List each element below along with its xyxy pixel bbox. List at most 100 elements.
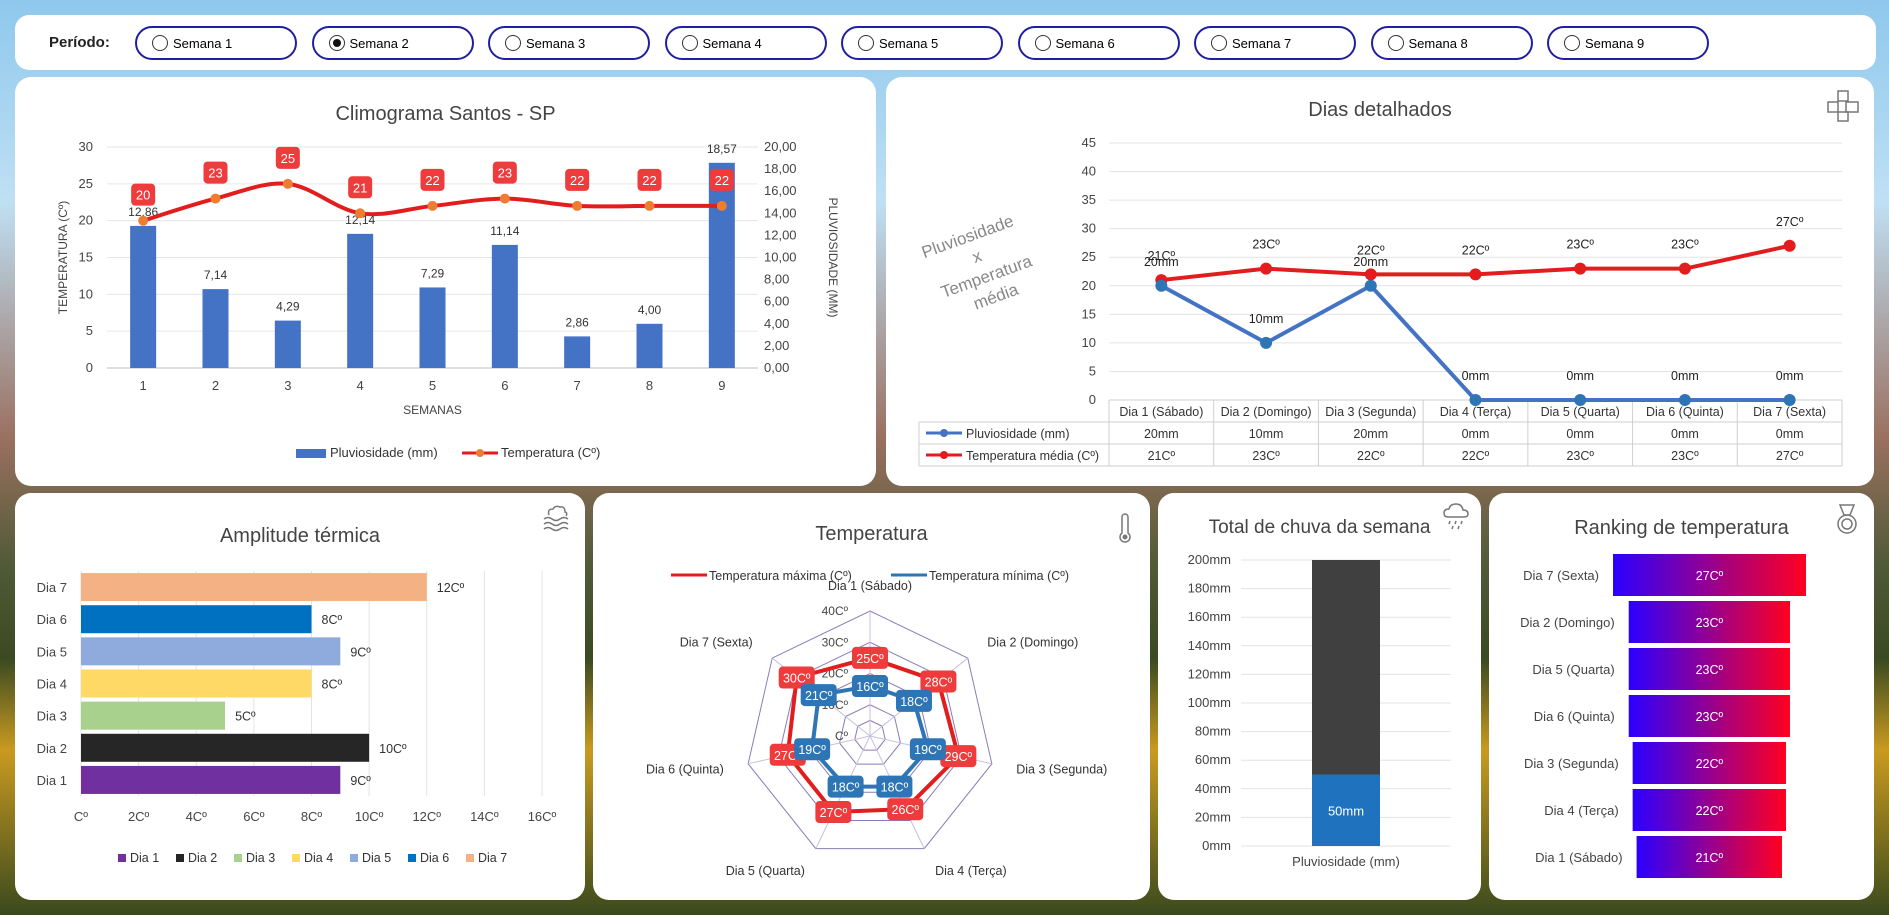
period-selector: Período: Semana 1 Semana 2 Semana 3 Semana … <box>15 15 1876 70</box>
x-tick: 2Cº <box>128 809 150 824</box>
radio-icon[interactable] <box>1211 35 1227 51</box>
x-tick: 2 <box>212 378 219 393</box>
radar-category-label: Dia 7 (Sexta) <box>680 635 753 649</box>
temperatura-label-box <box>637 168 662 191</box>
y-tick: Dia 4 (Terça) <box>1544 803 1618 818</box>
total-chuva-card: Total de chuva da semana 0mm 20mm 40mm 60mm… <box>1158 493 1481 900</box>
y-tick: Dia 3 (Segunda) <box>1524 756 1619 771</box>
period-option-8[interactable]: Semana 8 <box>1370 26 1533 60</box>
period-option-label: Semana 1 <box>173 35 233 51</box>
pluviosidade-data-label: 0mm <box>1462 369 1490 383</box>
period-option-2[interactable]: Semana 2 <box>311 26 474 60</box>
x-tick: 8Cº <box>301 809 323 824</box>
radar-tick: 40Cº <box>822 604 849 618</box>
pluviosidade-bar <box>202 289 229 368</box>
radio-icon[interactable] <box>681 35 698 51</box>
temperatura-label-box <box>492 161 517 184</box>
bar-data-label: 11,14 <box>490 224 519 238</box>
legend-label: Dia 3 <box>246 851 275 865</box>
y-tick: 35 <box>1082 192 1096 207</box>
pluviosidade-data-label: 0mm <box>1671 369 1699 383</box>
side-label-line: x <box>970 246 985 267</box>
bar-data-label: 5Cº <box>235 710 256 724</box>
legend-swatch <box>292 854 300 862</box>
temperatura-data-label: 22Cº <box>1462 243 1490 257</box>
legend-label: Dia 1 <box>130 851 159 865</box>
legend-swatch <box>234 854 242 862</box>
radar-category-label: Dia 1 (Sábado) <box>828 579 912 593</box>
period-option-7[interactable]: Semana 7 <box>1194 26 1356 60</box>
y-axis-title-left: TEMPERATURA (Cº) <box>56 201 70 315</box>
bar-data-label: 18,57 <box>707 142 737 156</box>
radio-icon[interactable] <box>1034 35 1051 51</box>
temperatura-title: Temperatura <box>815 523 928 545</box>
radar-data-label: 21Cº <box>805 689 833 703</box>
period-option-5[interactable]: Semana 5 <box>841 26 1003 60</box>
table-cell-pluviosidade: 10mm <box>1249 427 1284 441</box>
legend-label-pluviosidade: Pluviosidade (mm) <box>966 427 1070 441</box>
temperatura-point <box>716 200 727 211</box>
period-option-4[interactable]: Semana 4 <box>664 26 827 60</box>
ranking-chart: 27Cº Dia 7 (Sexta) 23Cº Dia 2 (Domingo) 23Cº… <box>1520 554 1806 878</box>
legend-label-pluviosidade: Pluviosidade (mm) <box>330 445 438 460</box>
radio-icon[interactable] <box>505 35 521 51</box>
amplitude-bar <box>81 637 341 666</box>
pluviosidade-point <box>1783 394 1796 406</box>
legend-label-temperatura: Temperatura média (Cº) <box>966 449 1099 463</box>
radar-label-box <box>827 775 864 798</box>
total-chuva-title: Total de chuva da semana <box>1208 517 1431 538</box>
y-tick-right: 12,00 <box>764 227 797 242</box>
temperatura-data-label: 21Cº <box>1148 249 1176 263</box>
pluviosidade-bar <box>636 323 663 368</box>
ranking-data-label: 21Cº <box>1696 851 1724 865</box>
x-tick: Cº <box>74 809 88 824</box>
temperatura-label-box <box>709 168 734 191</box>
legend-swatch <box>118 854 126 862</box>
shapes-icon[interactable] <box>1826 89 1860 123</box>
x-tick: Dia 4 (Terça) <box>1440 405 1512 419</box>
temperatura-label-box <box>420 168 445 191</box>
legend-marker-temperatura <box>476 449 484 457</box>
x-tick: 4Cº <box>186 809 208 824</box>
temperatura-point <box>1364 268 1377 281</box>
y-tick-left: 30 <box>79 139 93 154</box>
dias-detalhados-card: Dias detalhados 0 5 10 15 20 25 30 35 40 45 Pluvio… <box>886 77 1874 486</box>
radio-icon[interactable] <box>858 35 874 51</box>
temperatura-card: Temperatura Cº10Cº20Cº30Cº40CºDia 1 (Sáb… <box>593 493 1150 900</box>
period-option-6[interactable]: Semana 6 <box>1017 26 1180 60</box>
radar-series-maxima <box>785 655 961 815</box>
table-cell-pluviosidade: 0mm <box>1776 427 1804 441</box>
x-tick: 3 <box>284 378 291 393</box>
radio-icon[interactable] <box>328 35 345 51</box>
y-tick: Dia 2 (Domingo) <box>1520 615 1615 630</box>
temperatura-label-box <box>131 183 156 206</box>
period-option-3[interactable]: Semana 3 <box>488 26 650 60</box>
table-cell-temperatura: 23Cº <box>1671 449 1699 463</box>
table-cell-temperatura: 22Cº <box>1462 449 1490 463</box>
legend-marker <box>940 451 948 459</box>
y-tick: 25 <box>1082 249 1096 264</box>
radio-icon[interactable] <box>1387 35 1404 51</box>
bar-data-label: 8Cº <box>322 678 343 692</box>
x-tick: 10Cº <box>355 809 384 824</box>
temperatura-data-label: 22 <box>642 173 656 188</box>
temperatura-data-label: 22 <box>425 173 439 188</box>
period-option-label: Semana 3 <box>526 35 586 51</box>
x-tick: 14Cº <box>470 809 499 824</box>
pluviosidade-point <box>1364 279 1377 292</box>
y-tick: 15 <box>1082 306 1096 321</box>
radar-label-box <box>940 745 977 768</box>
bar-data-label: 9Cº <box>350 645 371 659</box>
temperatura-point <box>1574 262 1587 275</box>
period-option-9[interactable]: Semana 9 <box>1547 26 1709 60</box>
x-tick: Dia 6 (Quinta) <box>1646 405 1724 419</box>
radio-icon[interactable] <box>1564 35 1580 51</box>
pluviosidade-bar <box>564 336 591 368</box>
radar-grid-ring <box>838 704 902 765</box>
radar-category-label: Dia 3 (Segunda) <box>1016 762 1107 776</box>
radio-icon[interactable] <box>152 35 168 51</box>
radar-data-label: 19Cº <box>798 743 826 757</box>
y-tick-right: 4,00 <box>764 316 789 331</box>
period-option-1[interactable]: Semana 1 <box>135 26 297 60</box>
ranking-bar <box>1613 554 1806 596</box>
